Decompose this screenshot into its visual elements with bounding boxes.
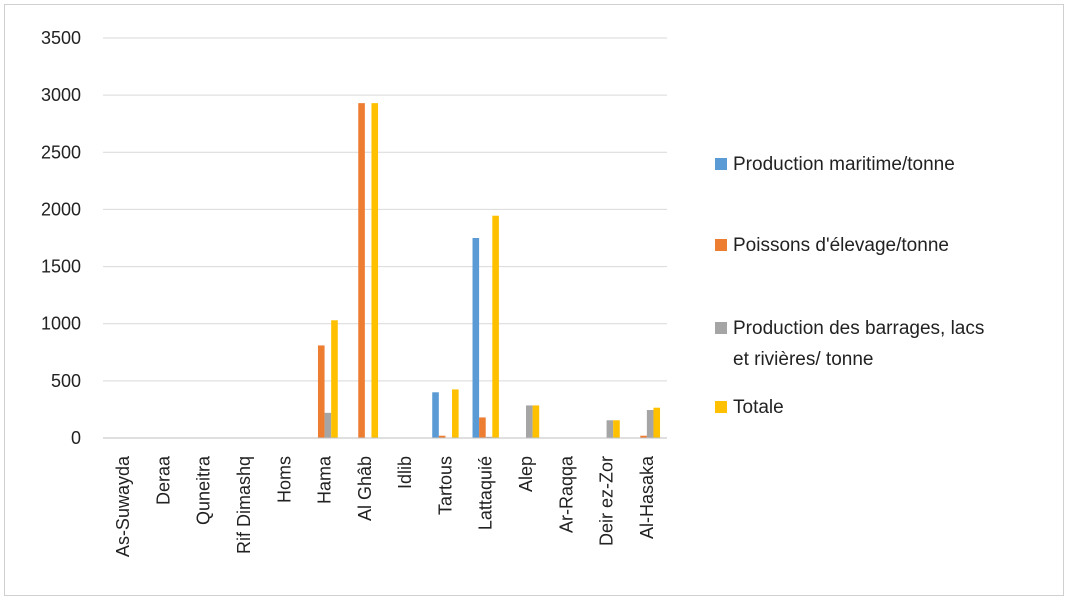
bar	[613, 420, 620, 438]
y-axis: 0 500 1000 1500 2000 2500 3000 3500	[41, 28, 81, 448]
x-tick-label: Ar-Raqqa	[556, 455, 576, 533]
bars	[317, 103, 661, 439]
bar	[532, 405, 540, 438]
bar	[317, 345, 325, 438]
bar	[485, 436, 493, 438]
legend-label: et rivières/ tonne	[733, 349, 873, 370]
x-tick-label: Hama	[315, 455, 335, 504]
x-tick-label: Rif Dimashq	[234, 456, 254, 554]
x-tick-label: As-Suwayda	[113, 455, 133, 557]
legend-label: Production des barrages, lacs	[733, 318, 984, 339]
x-tick-label: Tartous	[435, 456, 455, 515]
bar	[358, 103, 365, 439]
y-tick-label: 500	[51, 371, 81, 391]
bar	[640, 435, 647, 438]
bar	[526, 405, 533, 438]
legend-swatch	[715, 322, 727, 334]
legend-label: Totale	[733, 397, 784, 418]
bar	[472, 238, 480, 438]
x-tick-label: Alep	[516, 456, 536, 492]
x-tick-label: Deraa	[153, 455, 173, 505]
bar	[606, 420, 614, 438]
bar	[492, 215, 499, 438]
x-tick-label: Idlib	[395, 456, 415, 489]
legend-item: Poissons d'élevage/tonne	[715, 235, 949, 256]
bar	[331, 320, 338, 438]
x-tick-label: Homs	[274, 456, 294, 503]
x-tick-label: Quneitra	[194, 455, 214, 525]
bar	[438, 435, 446, 438]
legend-swatch	[715, 158, 727, 170]
bar	[324, 412, 332, 438]
y-tick-label: 3000	[41, 85, 81, 105]
y-tick-label: 2500	[41, 142, 81, 162]
grid	[103, 37, 667, 382]
chart-frame	[4, 4, 1064, 596]
x-tick-label: Al-Hasaka	[637, 455, 657, 539]
x-axis: As-Suwayda Deraa Quneitra Rif Dimashq Homs Ha…	[113, 455, 657, 557]
bar	[646, 410, 654, 438]
y-tick-label: 2000	[41, 199, 81, 219]
legend-item: Production maritime/tonne	[715, 154, 955, 175]
y-tick-label: 0	[71, 428, 81, 448]
bar	[432, 392, 439, 438]
bar	[452, 389, 459, 438]
y-tick-label: 3500	[41, 28, 81, 48]
legend-item: Production des barrages, lacs et rivières…	[715, 318, 984, 370]
x-tick-label: Lattaquié	[476, 456, 496, 530]
legend: Production maritime/tonne Poissons d'élev…	[715, 154, 984, 418]
legend-label: Production maritime/tonne	[733, 154, 955, 175]
y-tick-label: 1000	[41, 314, 81, 334]
legend-swatch	[715, 239, 727, 251]
legend-label: Poissons d'élevage/tonne	[733, 235, 949, 256]
x-tick-label: Deir ez-Zor	[597, 456, 617, 546]
bar	[479, 417, 486, 438]
legend-swatch	[715, 401, 727, 413]
x-tick-label: Al Ghâb	[355, 456, 375, 521]
y-tick-label: 1500	[41, 257, 81, 277]
bar	[653, 407, 661, 438]
bar	[371, 103, 379, 439]
legend-item: Totale	[715, 397, 784, 418]
